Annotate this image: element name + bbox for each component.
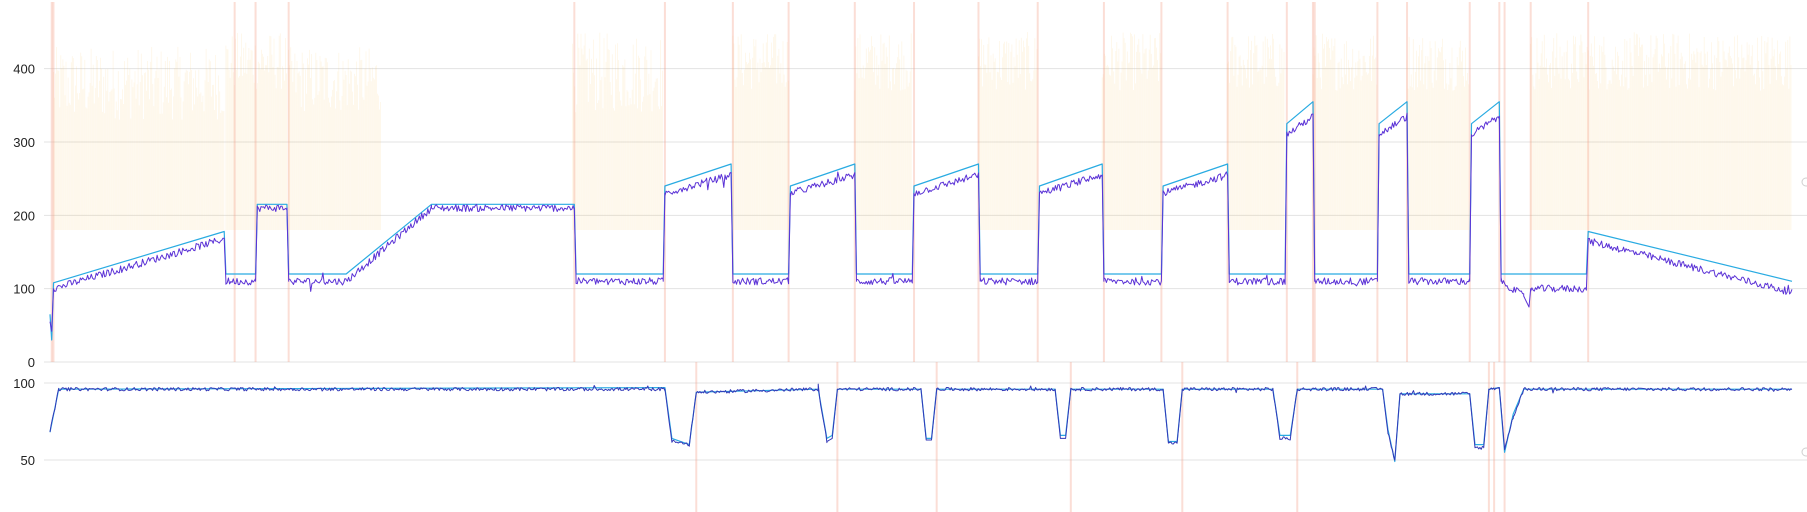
activity-band	[1312, 33, 1378, 230]
series-line	[49, 387, 1792, 463]
top-panel: 0 100 200 300 400	[13, 2, 1807, 370]
activity-band	[732, 34, 789, 230]
activity-band	[1406, 36, 1470, 230]
y-tick-label: 50	[21, 453, 35, 468]
activity-band	[572, 32, 663, 230]
scroll-handle[interactable]	[1801, 447, 1807, 457]
y-tick-label: 0	[28, 355, 35, 370]
activity-band	[53, 46, 225, 230]
y-tick-label: 400	[13, 62, 35, 77]
y-tick-label: 300	[13, 135, 35, 150]
y-tick-label: 100	[13, 282, 35, 297]
activity-band	[225, 33, 287, 230]
activity-band	[1101, 32, 1162, 230]
bottom-panel: 50 100	[13, 362, 1807, 512]
activity-band	[1227, 34, 1285, 230]
y-tick-label: 200	[13, 208, 35, 223]
series-line	[49, 101, 1793, 341]
activity-band	[854, 33, 912, 230]
activity-band	[288, 47, 381, 230]
scroll-handle[interactable]	[1801, 177, 1807, 187]
series-line	[49, 112, 1793, 332]
y-tick-label: 100	[13, 376, 35, 391]
series-line	[49, 383, 1793, 461]
activity-band	[978, 32, 1038, 230]
activity-band	[1530, 32, 1792, 230]
